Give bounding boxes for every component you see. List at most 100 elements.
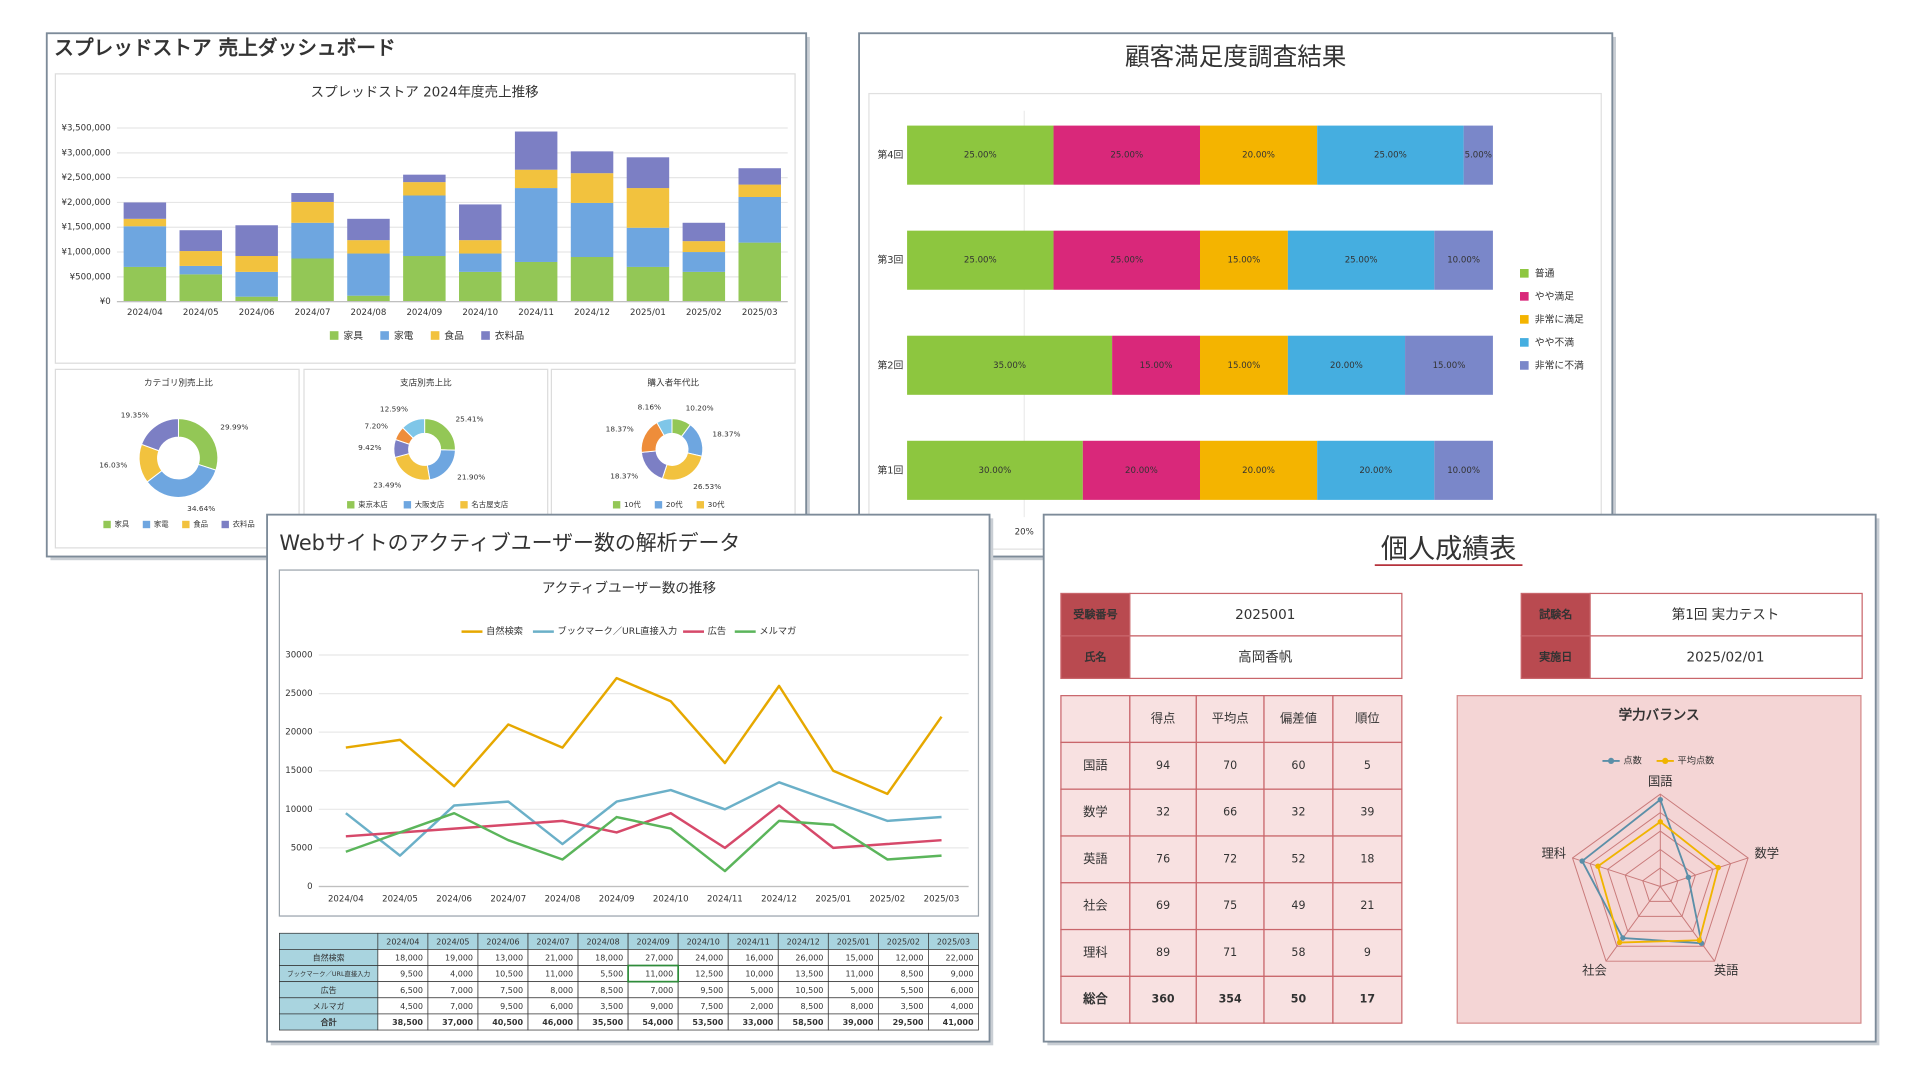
cell-text: 21,000: [545, 954, 573, 963]
legend-marker: [1608, 757, 1615, 764]
y-tick-label: 5000: [291, 843, 313, 853]
x-tick-label: 2025/03: [924, 894, 960, 904]
cell-text: 89: [1156, 946, 1170, 959]
cell-text: 7,000: [650, 986, 673, 995]
legend-label: 10代: [624, 500, 641, 509]
y-tick-label: ¥3,500,000: [61, 124, 110, 134]
legend-label: 普通: [1535, 266, 1555, 279]
data-label: 25.41%: [455, 414, 483, 423]
radar-point: [1685, 874, 1692, 881]
data-label: 20.00%: [1242, 466, 1275, 476]
radar-ring: [1589, 811, 1732, 947]
bar-segment: [907, 335, 1113, 395]
bar-segment: [570, 202, 614, 258]
cell-text: 39,000: [843, 1018, 874, 1027]
radar-point: [1595, 863, 1601, 869]
info-value: 2025/02/01: [1687, 649, 1765, 665]
cell-text: 2024/07: [536, 937, 569, 946]
bar-segment: [459, 253, 502, 272]
table-cell: [1129, 741, 1197, 790]
bar-segment: [179, 265, 223, 275]
radar-axis-label: 社会: [1582, 963, 1607, 978]
column-header: 順位: [1355, 712, 1380, 726]
cell-text: 10,500: [495, 970, 523, 979]
radar-axis-label: 英語: [1714, 964, 1739, 978]
cell-text: 7,500: [500, 986, 523, 995]
panel-title: Webサイトのアクティブユーザー数の解析データ: [279, 531, 740, 555]
cell-text: 2024/12: [787, 937, 820, 946]
bar-segment: [570, 173, 614, 203]
row-label: 国語: [1083, 758, 1108, 772]
x-tick-label: 2024/08: [545, 894, 581, 904]
radar-spoke: [1660, 857, 1749, 887]
table-cell: [1332, 928, 1403, 977]
data-label: 18.37%: [712, 430, 740, 439]
cell-text: 4,000: [450, 970, 473, 979]
panel-title: 個人成績表: [1381, 534, 1516, 565]
donut-slice: [402, 418, 426, 439]
data-label: 25.00%: [964, 151, 997, 161]
cell-text: 71: [1223, 946, 1237, 959]
cell-text: 8,500: [600, 986, 623, 995]
cell-text: 17: [1360, 993, 1375, 1006]
data-label: 20.00%: [1242, 151, 1275, 161]
legend-swatch: [403, 501, 412, 509]
cell-text: 33,000: [742, 1018, 773, 1027]
bar-segment: [123, 226, 167, 267]
x-tick-label: 2024/08: [351, 308, 387, 318]
bar-segment: [1317, 440, 1435, 500]
cell-text: 49: [1291, 899, 1305, 912]
data-label: 21.90%: [457, 473, 485, 482]
bar-segment: [235, 225, 278, 257]
bar-segment: [235, 296, 278, 302]
cell-text: 9,500: [500, 1002, 523, 1011]
chart-title: 支店別売上比: [400, 376, 452, 388]
cell-text: 50: [1291, 993, 1307, 1006]
table-cell: [1060, 882, 1131, 931]
cell-text: 9,500: [400, 970, 423, 979]
data-label: 30.00%: [979, 466, 1012, 476]
data-label: 25.00%: [964, 256, 997, 266]
cell-text: 360: [1152, 993, 1175, 1006]
bar-segment: [1082, 440, 1200, 500]
legend-swatch: [380, 331, 389, 340]
radar-point: [1715, 864, 1721, 871]
cell-text: 76: [1156, 852, 1170, 865]
legend-label: 20代: [666, 500, 683, 509]
y-tick-label: 第1回: [877, 463, 903, 476]
info-label-cell: [1060, 592, 1131, 637]
cell-text: 広告: [321, 985, 337, 995]
chart-box: [278, 569, 980, 917]
cell-text: 6,000: [951, 986, 974, 995]
cell-text: 52: [1291, 852, 1305, 865]
legend-swatch: [696, 501, 704, 509]
series-line: [345, 676, 943, 796]
cell-text: 38,500: [392, 1018, 423, 1027]
selected-cell: [627, 964, 680, 983]
radar-axis-label: 理科: [1541, 847, 1566, 861]
cell-text: 8,500: [800, 1002, 823, 1011]
data-label: 35.00%: [993, 361, 1026, 371]
table-cell: [1129, 835, 1197, 884]
cell-text: 11,000: [845, 970, 873, 979]
cell-text: 7,500: [700, 1002, 723, 1011]
cell-text: 2025/01: [837, 937, 870, 946]
table-cell: [1332, 975, 1403, 1024]
info-label: 実施日: [1539, 649, 1572, 663]
radar-spoke: [1659, 886, 1715, 962]
radar-point: [1616, 939, 1623, 946]
radar-point: [1657, 819, 1664, 825]
x-tick-label: 2024/09: [599, 894, 635, 904]
data-label: 12.59%: [380, 405, 408, 414]
cell-text: 11,000: [545, 970, 573, 979]
data-label: 29.99%: [220, 423, 248, 432]
cell-text: 21: [1360, 899, 1374, 912]
legend-label: ブックマーク／URL直接入力: [558, 625, 678, 637]
y-tick-label: 20000: [285, 728, 312, 738]
bar-segment: [403, 174, 446, 183]
info-value-cell: [1589, 635, 1863, 680]
bar-segment: [738, 242, 781, 302]
cell-text: 32: [1156, 806, 1170, 819]
bar-segment: [291, 258, 334, 302]
cell-text: 58,500: [793, 1018, 824, 1027]
